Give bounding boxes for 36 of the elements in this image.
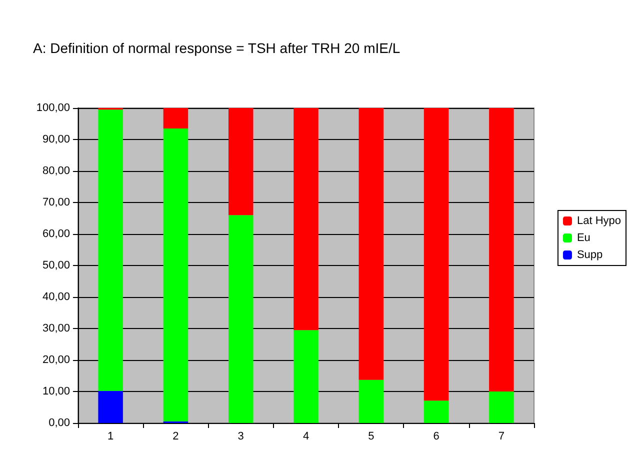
y-tick-label: 70,00 [42,196,70,208]
y-tick-label: 20,00 [42,354,70,366]
bar [424,400,449,423]
bar [489,392,514,423]
x-tick-label: 1 [108,430,114,442]
bar [294,330,318,423]
legend-label: Lat Hypo [576,215,622,227]
bar [424,108,449,401]
bar [489,108,514,392]
bar [358,380,384,423]
x-tick-label: 5 [368,430,374,442]
bar [163,128,188,422]
x-tick-label: 4 [302,430,310,442]
x-tick-label: 3 [238,430,244,442]
legend-label: Eu [576,232,590,244]
y-tick-label: 80,00 [42,165,70,177]
bar [228,215,254,423]
y-tick-label: 40,00 [42,291,70,303]
legend-label: Supp [576,249,603,261]
bar [294,108,318,330]
bar [358,108,384,380]
x-tick-label: 6 [433,430,440,442]
y-tick-label: 30,00 [42,322,70,334]
y-tick-label: 0,00 [48,417,70,429]
bar [98,110,123,391]
chart-title: A: Definition of normal response = TSH after TRH 20 mIE/L [33,40,400,56]
y-tick-label: 10,00 [42,386,70,398]
bar [228,108,254,216]
y-tick-label: 50,00 [42,260,70,272]
y-tick-label: 90,00 [42,134,70,146]
y-tick-label: 100,00 [36,102,70,114]
bar [98,390,123,423]
x-tick-label: 7 [498,430,504,442]
bar [163,108,188,128]
x-tick-label: 2 [172,430,179,442]
y-tick-label: 60,00 [42,228,70,240]
